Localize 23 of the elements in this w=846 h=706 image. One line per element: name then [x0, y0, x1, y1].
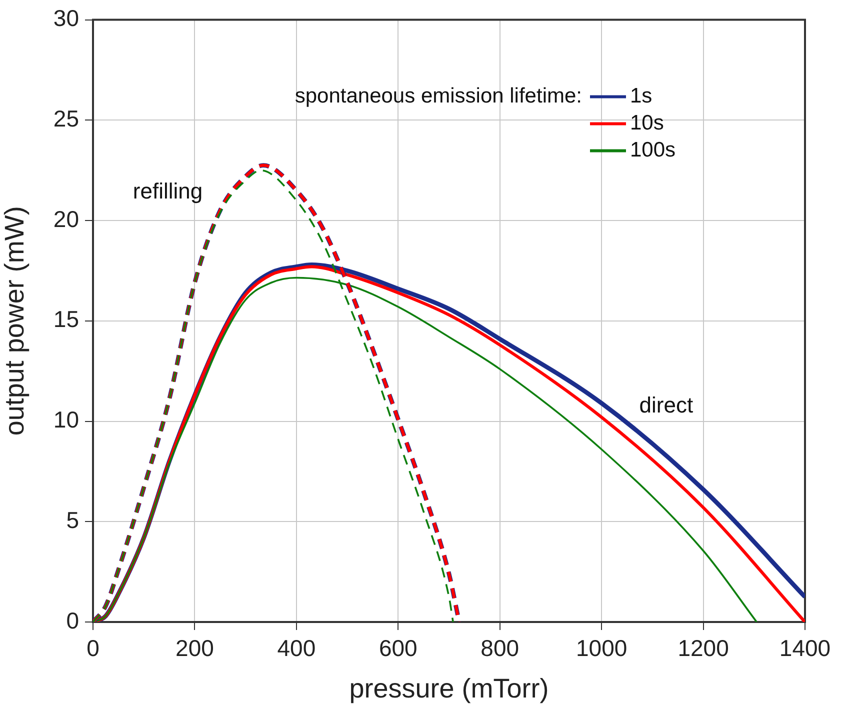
y-tick-label: 20 [53, 206, 79, 232]
x-tick-label: 1200 [678, 635, 729, 662]
legend-label: 1s [630, 84, 652, 108]
x-tick-label: 0 [86, 635, 100, 662]
legend-label: 100s [630, 138, 676, 162]
x-tick-label: 400 [277, 635, 316, 662]
y-tick-label: 30 [53, 5, 79, 32]
x-tick-label: 600 [378, 635, 418, 662]
annotation: refilling [132, 178, 203, 204]
legend-label: 10s [630, 112, 664, 135]
x-tick-label: 1400 [779, 635, 831, 662]
x-tick-label: 200 [176, 635, 214, 662]
y-tick-label: 5 [66, 506, 79, 533]
annotation: direct [639, 392, 694, 418]
x-axis-title: pressure (mTorr) [349, 673, 549, 704]
legend-title: spontaneous emission lifetime: [294, 84, 582, 108]
y-tick-label: 10 [53, 406, 79, 433]
y-tick-label: 0 [66, 607, 79, 634]
y-axis-title: output power (mW) [0, 206, 30, 436]
y-tick-label: 15 [53, 306, 79, 332]
x-tick-label: 1000 [576, 635, 628, 662]
y-tick-label: 25 [53, 106, 79, 132]
x-tick-label: 800 [480, 635, 520, 662]
